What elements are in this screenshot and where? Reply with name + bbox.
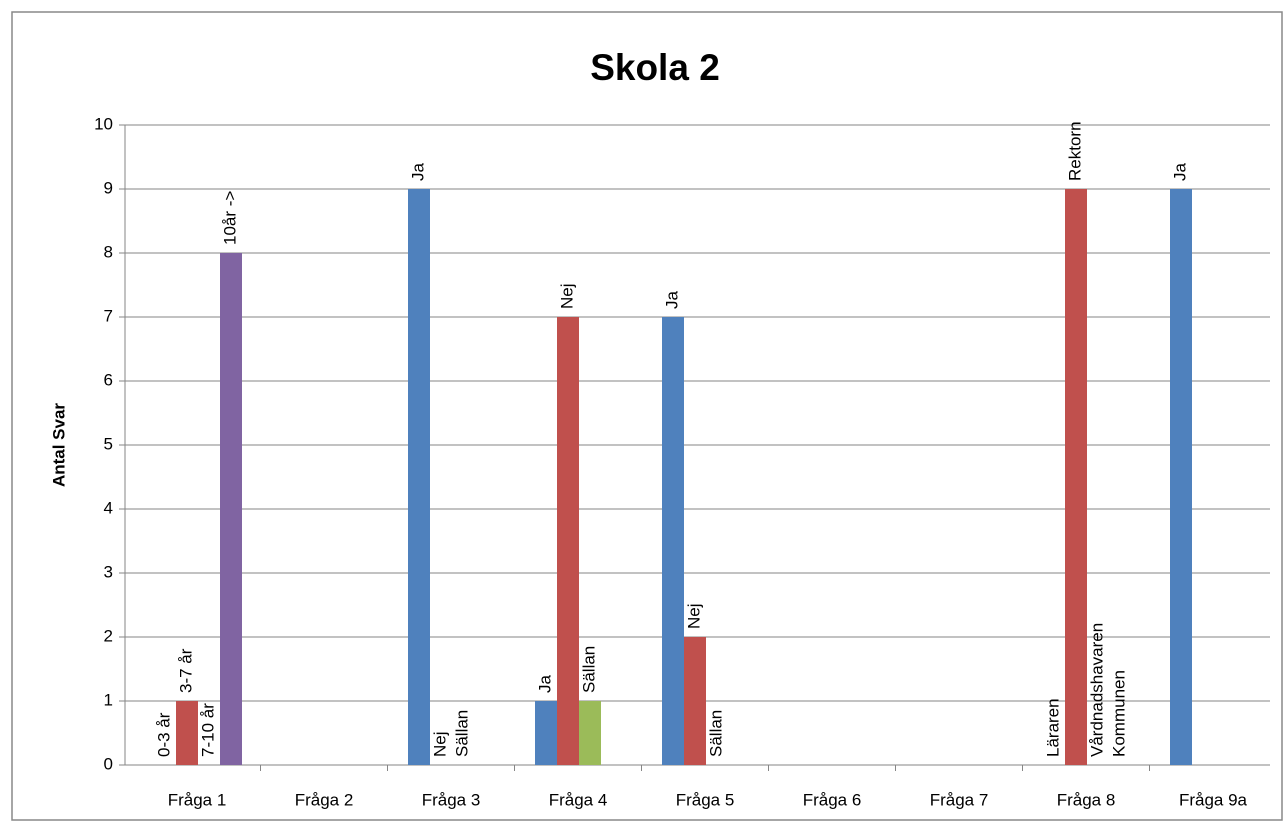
- bar: [1170, 189, 1192, 765]
- data-label: Sällan: [706, 710, 725, 757]
- data-label: Ja: [408, 163, 427, 182]
- x-tick-label: Fråga 8: [1057, 790, 1116, 809]
- y-axis-label: Antal Svar: [49, 403, 68, 487]
- y-tick-label: 4: [104, 498, 113, 517]
- data-label: Ja: [535, 675, 554, 694]
- bar: [662, 317, 684, 765]
- y-tick-label: 3: [104, 562, 113, 581]
- x-tick-label: Fråga 6: [803, 790, 862, 809]
- data-label: Nej: [684, 603, 703, 629]
- bar: [535, 701, 557, 765]
- bar: [176, 701, 198, 765]
- x-tick-label: Fråga 3: [422, 790, 481, 809]
- data-label: Kommunen: [1109, 670, 1128, 757]
- y-tick-label: 6: [104, 370, 113, 389]
- y-tick-label: 1: [104, 690, 113, 709]
- data-label: Läraren: [1043, 698, 1062, 757]
- x-tick-label: Fråga 7: [930, 790, 989, 809]
- data-label: Nej: [557, 283, 576, 309]
- data-label: 10år ->: [220, 191, 239, 245]
- y-tick-label: 10: [94, 114, 113, 133]
- y-tick-label: 0: [104, 754, 113, 773]
- x-tick-label: Fråga 9a: [1179, 790, 1248, 809]
- x-tick-label: Fråga 4: [549, 790, 608, 809]
- data-label: Nej: [430, 731, 449, 757]
- data-label: Ja: [1170, 163, 1189, 182]
- data-label: Sällan: [452, 710, 471, 757]
- bar: [557, 317, 579, 765]
- bar: [1065, 189, 1087, 765]
- y-tick-label: 5: [104, 434, 113, 453]
- data-label: 7-10 år: [198, 703, 217, 757]
- x-tick-label: Fråga 1: [168, 790, 227, 809]
- data-label: 0-3 år: [154, 712, 173, 757]
- data-label: Rektorn: [1065, 121, 1084, 181]
- data-label: 3-7 år: [176, 648, 195, 693]
- bar: [579, 701, 601, 765]
- y-tick-label: 8: [104, 242, 113, 261]
- chart-title: Skola 2: [590, 47, 720, 88]
- data-label: Ja: [662, 291, 681, 310]
- data-label: Vårdnadshavaren: [1087, 623, 1106, 757]
- y-tick-label: 9: [104, 178, 113, 197]
- data-label: Sällan: [579, 646, 598, 693]
- x-tick-label: Fråga 5: [676, 790, 735, 809]
- bar: [408, 189, 430, 765]
- bar: [220, 253, 242, 765]
- y-tick-label: 2: [104, 626, 113, 645]
- bar: [684, 637, 706, 765]
- y-tick-label: 7: [104, 306, 113, 325]
- x-tick-label: Fråga 2: [295, 790, 354, 809]
